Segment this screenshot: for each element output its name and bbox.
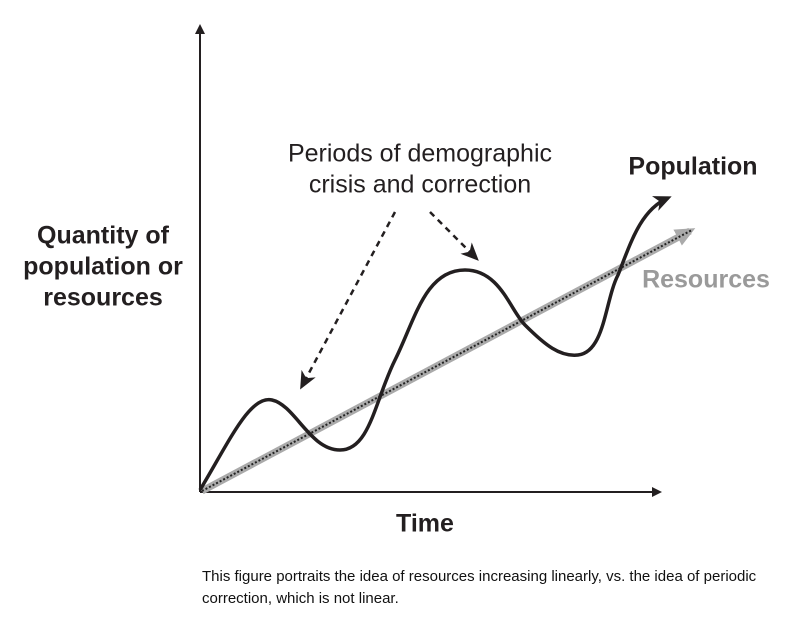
y-axis-label: resources (43, 284, 163, 312)
y-axis-label: Quantity of (37, 222, 170, 250)
resources-line-dots (201, 229, 693, 492)
population-curve (198, 196, 672, 491)
diagram: Periods of demographic crisis and correc… (23, 24, 770, 538)
y-axis-label: population or (23, 253, 183, 281)
annotation-arrow (429, 211, 479, 261)
annotation-arrow (300, 211, 397, 390)
population-label: Population (628, 153, 757, 181)
annotation: Periods of demographic (288, 140, 552, 168)
annotation: crisis and correction (309, 171, 531, 199)
caption: This figure portraits the idea of resour… (202, 568, 757, 607)
resources-label: Resources (642, 266, 770, 294)
x-axis-label: Time (396, 510, 454, 538)
